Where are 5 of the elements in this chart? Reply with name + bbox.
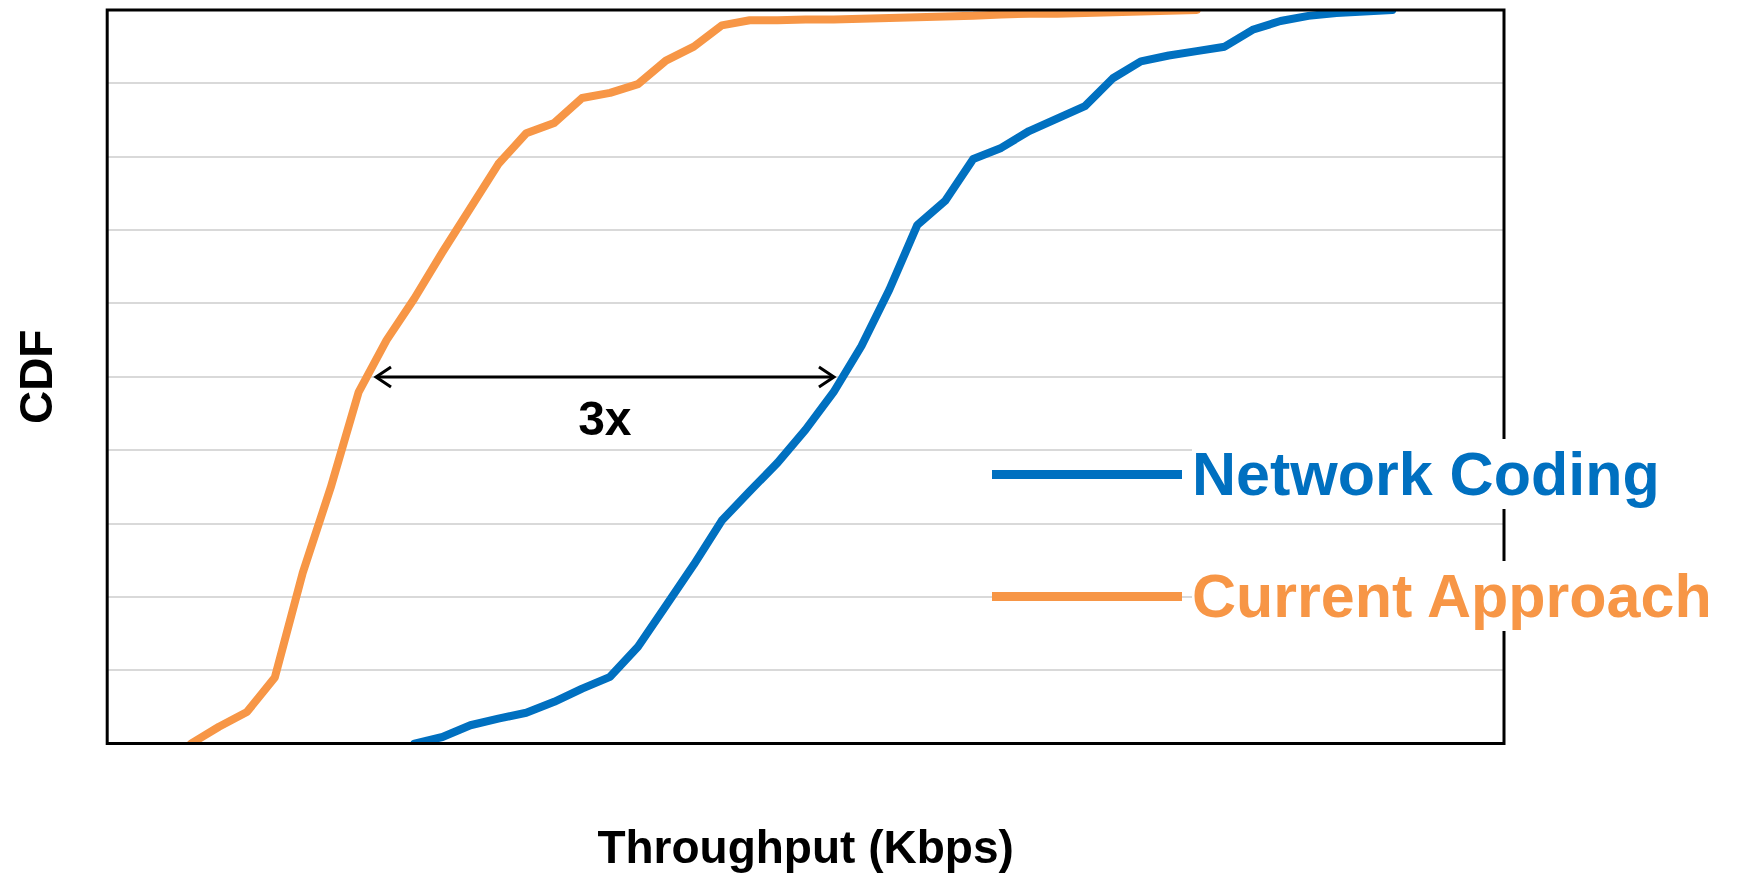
x-axis-title: Throughput (Kbps) [597, 821, 1014, 874]
legend-label: Network Coding [1192, 439, 1660, 510]
annotation: 3x [577, 390, 633, 446]
legend-label: Current Approach [1192, 561, 1712, 632]
y-axis-title: CDF [10, 329, 63, 425]
